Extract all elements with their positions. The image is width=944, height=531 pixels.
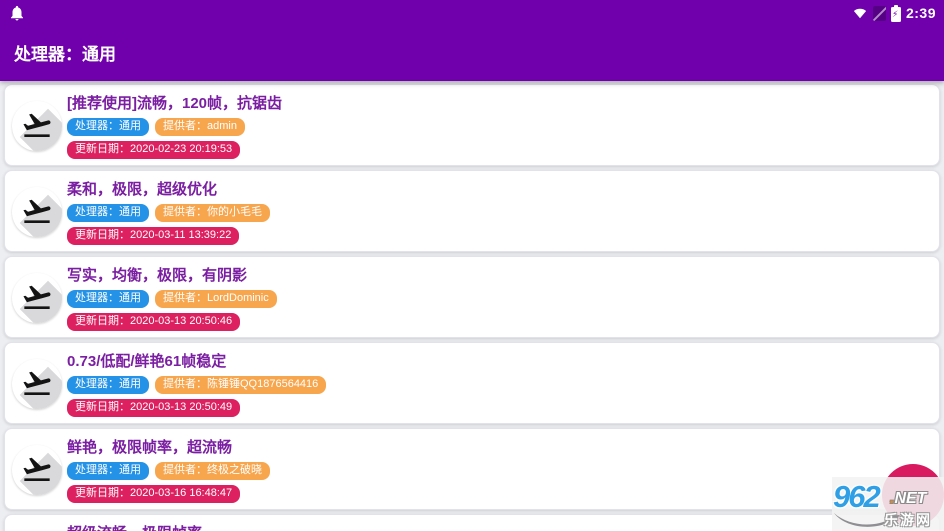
swoosh-arrow-icon xyxy=(834,513,900,527)
flight-takeoff-icon xyxy=(12,273,62,323)
flight-takeoff-icon xyxy=(12,359,62,409)
updated-badge: 更新日期：2020-02-23 20:19:53 xyxy=(67,141,241,159)
bell-icon xyxy=(11,5,23,21)
updated-badge: 更新日期：2020-03-11 13:39:22 xyxy=(67,227,240,245)
provider-badge: 提供者：LordDominic xyxy=(155,290,277,308)
config-title: 鲜艳，极限帧率，超流畅 xyxy=(67,439,233,456)
wifi-icon xyxy=(853,8,867,19)
processor-badge: 处理器：通用 xyxy=(67,462,149,480)
processor-badge: 处理器：通用 xyxy=(67,204,149,222)
app-header: ⚡ 2:39 处理器：通用 xyxy=(0,0,944,81)
provider-badge: 提供者：admin xyxy=(155,118,245,136)
flight-takeoff-icon xyxy=(12,101,62,151)
config-list: [推荐使用]流畅，120帧，抗锯齿 处理器：通用 提供者：admin 更新日期：… xyxy=(4,81,940,531)
no-sim-icon xyxy=(872,5,886,21)
updated-badge: 更新日期：2020-03-16 16:48:47 xyxy=(67,485,241,503)
page-title: 处理器：通用 xyxy=(14,45,116,64)
config-title: 柔和，极限，超级优化 xyxy=(67,181,218,198)
config-title: [推荐使用]流畅，120帧，抗锯齿 xyxy=(67,95,283,112)
list-item[interactable]: [推荐使用]流畅，120帧，抗锯齿 处理器：通用 提供者：admin 更新日期：… xyxy=(4,84,940,166)
processor-badge: 处理器：通用 xyxy=(67,290,149,308)
provider-badge: 提供者：陈锤锤QQ1876564416 xyxy=(155,376,327,394)
config-title: 超级流畅，极限帧率 xyxy=(67,524,931,531)
watermark-tld: .NET xyxy=(890,490,927,507)
provider-badge: 提供者：终极之破晓 xyxy=(155,462,270,480)
list-item[interactable]: 写实，均衡，极限，有阴影 处理器：通用 提供者：LordDominic 更新日期… xyxy=(4,256,940,338)
watermark-962net: 962 .NET 乐游网 xyxy=(832,477,944,531)
config-title: 写实，均衡，极限，有阴影 xyxy=(67,267,248,284)
provider-badge: 提供者：你的小毛毛 xyxy=(155,204,270,222)
list-item[interactable]: 超级流畅，极限帧率 xyxy=(4,514,940,531)
processor-badge: 处理器：通用 xyxy=(67,376,149,394)
list-item[interactable]: 鲜艳，极限帧率，超流畅 处理器：通用 提供者：终极之破晓 更新日期：2020-0… xyxy=(4,428,940,510)
list-item[interactable]: 柔和，极限，超级优化 处理器：通用 提供者：你的小毛毛 更新日期：2020-03… xyxy=(4,170,940,252)
updated-badge: 更新日期：2020-03-13 20:50:49 xyxy=(67,399,241,417)
config-title: 0.73/低配/鲜艳61帧稳定 xyxy=(67,353,227,370)
status-bar: ⚡ 2:39 xyxy=(0,0,944,26)
watermark-site-name: 乐游网 xyxy=(884,512,932,528)
updated-badge: 更新日期：2020-03-13 20:50:46 xyxy=(67,313,241,331)
flight-takeoff-icon xyxy=(12,187,62,237)
list-item[interactable]: 0.73/低配/鲜艳61帧稳定 处理器：通用 提供者：陈锤锤QQ18765644… xyxy=(4,342,940,424)
watermark-number: 962 xyxy=(833,479,881,514)
processor-badge: 处理器：通用 xyxy=(67,118,149,136)
battery-charging-icon: ⚡ xyxy=(890,4,901,22)
clock-time: 2:39 xyxy=(905,5,936,21)
flight-takeoff-icon xyxy=(12,445,62,495)
